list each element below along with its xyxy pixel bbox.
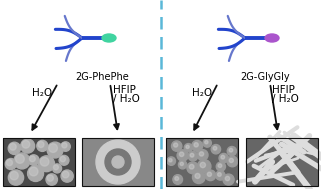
Bar (3, 138, 75, 186)
Circle shape (223, 174, 234, 185)
Circle shape (96, 140, 140, 184)
Circle shape (28, 155, 39, 165)
Circle shape (178, 160, 187, 169)
Circle shape (40, 157, 49, 166)
Circle shape (205, 141, 208, 144)
Circle shape (216, 162, 225, 171)
Circle shape (62, 171, 69, 178)
Circle shape (180, 162, 183, 166)
Circle shape (22, 140, 30, 148)
Circle shape (219, 153, 229, 163)
Circle shape (37, 140, 48, 151)
Circle shape (60, 156, 65, 162)
Circle shape (10, 171, 18, 180)
Circle shape (53, 165, 58, 170)
Circle shape (9, 143, 16, 150)
Circle shape (30, 156, 35, 162)
Circle shape (62, 143, 67, 148)
Circle shape (174, 143, 178, 147)
Circle shape (38, 141, 44, 148)
Circle shape (169, 159, 172, 162)
Circle shape (112, 156, 124, 168)
Bar (246, 138, 318, 186)
Ellipse shape (102, 34, 116, 42)
Circle shape (187, 162, 199, 174)
Bar (166, 138, 238, 186)
Circle shape (200, 162, 205, 168)
Circle shape (190, 153, 194, 157)
Circle shape (47, 142, 63, 158)
Circle shape (197, 150, 208, 160)
Text: H₂O: H₂O (192, 88, 212, 98)
Bar (166, 138, 238, 186)
Bar (3, 138, 75, 186)
Circle shape (203, 139, 211, 147)
Circle shape (167, 157, 176, 165)
Circle shape (197, 160, 211, 173)
Ellipse shape (265, 34, 279, 42)
Bar (82, 138, 154, 186)
Circle shape (29, 167, 38, 176)
Text: / H₂O: / H₂O (272, 94, 299, 104)
Circle shape (227, 146, 237, 156)
Circle shape (179, 152, 184, 156)
Circle shape (105, 149, 131, 175)
Circle shape (14, 153, 30, 169)
Circle shape (193, 171, 205, 184)
Circle shape (218, 173, 221, 176)
Circle shape (53, 164, 62, 173)
Circle shape (221, 155, 225, 159)
Circle shape (229, 148, 233, 152)
Circle shape (218, 164, 222, 167)
Text: HFIP: HFIP (272, 85, 295, 95)
Circle shape (192, 140, 203, 151)
Circle shape (39, 156, 55, 172)
Circle shape (225, 176, 230, 181)
Bar (246, 138, 318, 186)
Circle shape (49, 144, 57, 152)
Circle shape (229, 158, 233, 163)
Circle shape (175, 177, 179, 180)
Circle shape (177, 150, 188, 161)
Text: 2G-GlyGly: 2G-GlyGly (240, 72, 290, 82)
Text: / H₂O: / H₂O (113, 94, 140, 104)
Circle shape (186, 145, 189, 149)
Circle shape (15, 155, 24, 163)
Circle shape (61, 142, 70, 151)
Circle shape (28, 166, 44, 181)
Text: HFIP: HFIP (113, 85, 136, 95)
Circle shape (213, 146, 217, 150)
Circle shape (171, 141, 182, 151)
Circle shape (8, 170, 24, 185)
Circle shape (8, 142, 21, 154)
Circle shape (6, 160, 13, 166)
Circle shape (227, 156, 238, 167)
Circle shape (46, 174, 57, 185)
Circle shape (216, 171, 225, 180)
Circle shape (194, 143, 198, 147)
Text: H₂O: H₂O (32, 88, 52, 98)
Circle shape (47, 175, 53, 181)
Circle shape (207, 172, 212, 176)
Circle shape (205, 170, 216, 181)
Circle shape (189, 164, 194, 169)
Circle shape (184, 144, 193, 152)
Circle shape (59, 155, 69, 165)
Circle shape (211, 145, 221, 154)
Circle shape (61, 170, 73, 182)
Circle shape (188, 151, 198, 161)
Circle shape (195, 174, 200, 178)
Text: 2G-PhePhe: 2G-PhePhe (75, 72, 129, 82)
Circle shape (21, 139, 35, 153)
Circle shape (5, 159, 16, 170)
Circle shape (199, 152, 204, 156)
Bar (82, 138, 154, 186)
Circle shape (173, 175, 183, 184)
